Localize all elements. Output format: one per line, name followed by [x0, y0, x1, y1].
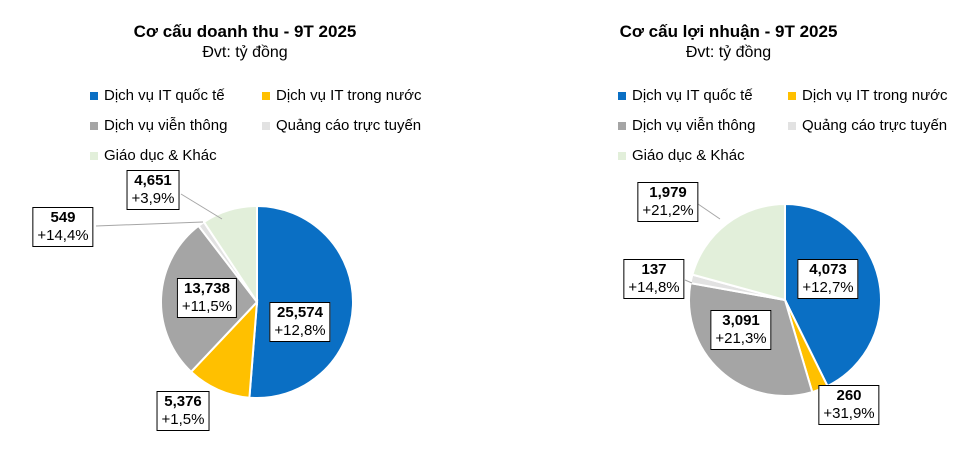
data-label: 4,651 +3,9%: [126, 170, 180, 210]
leader-line: [697, 203, 721, 220]
leader-line: [180, 193, 223, 220]
data-label-value: 4,651: [134, 172, 172, 189]
data-label: 137 +14,8%: [623, 259, 685, 299]
pie-slice: [248, 204, 354, 399]
pie-plot: [684, 202, 882, 406]
legend-swatch: [788, 121, 796, 130]
data-label-value: 137: [641, 261, 667, 278]
legend-swatch: [618, 91, 626, 100]
data-label-value: 549: [50, 209, 76, 226]
data-label-value: 4,073: [809, 261, 847, 278]
legend-swatch: [90, 91, 98, 100]
legend-item: Dịch vụ IT quốc tế: [618, 87, 753, 104]
leader-line: [684, 279, 693, 284]
legend-label: Dịch vụ viễn thông: [632, 117, 756, 134]
data-label-value: 260: [836, 387, 862, 404]
chart-title: Cơ cấu doanh thu - 9T 2025: [133, 22, 357, 41]
data-label-value: 1,979: [649, 184, 687, 201]
legend-item: Giáo dục & Khác: [618, 147, 745, 164]
pie-slice: [691, 202, 786, 302]
legend-label: Dịch vụ IT quốc tế: [104, 87, 225, 104]
legend-swatch: [618, 151, 626, 160]
legend-label: Giáo dục & Khác: [104, 147, 217, 164]
legend-item: Dịch vụ viễn thông: [618, 117, 755, 134]
pie-slice: [202, 204, 258, 306]
leader-line: [95, 221, 204, 227]
data-label-growth: +31,9%: [823, 405, 875, 422]
data-label-growth: +14,4%: [37, 227, 89, 244]
legend-item: Dịch vụ IT trong nước: [262, 87, 422, 104]
data-label-growth: +12,7%: [802, 279, 854, 296]
legend-swatch: [618, 121, 626, 130]
legend-label: Dịch vụ IT trong nước: [802, 87, 948, 104]
data-label-growth: +21,2%: [642, 202, 694, 219]
legend-label: Dịch vụ IT trong nước: [276, 87, 422, 104]
legend-swatch: [90, 121, 98, 130]
legend-item: Dịch vụ IT quốc tế: [90, 87, 225, 104]
data-label-growth: +12,8%: [274, 322, 326, 339]
legend-label: Dịch vụ viễn thông: [104, 117, 228, 134]
data-label: 1,979 +21,2%: [637, 182, 699, 222]
data-label-growth: +21,3%: [715, 330, 767, 347]
data-label-value: 5,376: [164, 393, 202, 410]
data-label: 13,738 +11,5%: [176, 278, 238, 318]
data-label: 3,091 +21,3%: [710, 310, 772, 350]
revenue-pie-chart: Cơ cấu doanh thu - 9T 2025 Đvt: tỷ đồng …: [32, 22, 422, 431]
pie-plot: [95, 193, 354, 399]
chart-subtitle: Đvt: tỷ đồng: [202, 44, 288, 61]
legend-label: Giáo dục & Khác: [632, 147, 745, 164]
legend-label: Quảng cáo trực tuyến: [276, 117, 422, 134]
legend-item: Dịch vụ IT trong nước: [788, 87, 948, 104]
data-label-value: 3,091: [722, 312, 760, 329]
data-label-value: 13,738: [184, 280, 230, 297]
legend-item: Giáo dục & Khác: [90, 147, 217, 164]
legend-item: Quảng cáo trực tuyến: [262, 117, 421, 134]
legend-label: Dịch vụ IT quốc tế: [632, 87, 753, 104]
legend-item: Quảng cáo trực tuyến: [788, 117, 947, 134]
data-label: 260 +31,9%: [818, 385, 880, 425]
profit-pie-chart: Cơ cấu lợi nhuận - 9T 2025 Đvt: tỷ đồng …: [490, 0, 967, 474]
data-label: 25,574 +12,8%: [269, 302, 331, 342]
chart-title: Cơ cấu lợi nhuận - 9T 2025: [619, 22, 838, 41]
legend-label: Quảng cáo trực tuyến: [802, 117, 948, 134]
legend-swatch: [90, 151, 98, 160]
legend-item: Dịch vụ viễn thông: [90, 117, 227, 134]
chart-subtitle: Đvt: tỷ đồng: [685, 44, 772, 61]
legend-swatch: [262, 121, 270, 130]
data-label-growth: +1,5%: [161, 411, 205, 428]
data-label: 5,376 +1,5%: [156, 391, 210, 431]
legend-swatch: [262, 91, 270, 100]
data-label-growth: +14,8%: [628, 279, 680, 296]
data-label-growth: +3,9%: [131, 190, 175, 207]
data-label-growth: +11,5%: [181, 298, 233, 315]
data-label-value: 25,574: [277, 304, 323, 321]
data-label: 549 +14,4%: [32, 207, 94, 247]
data-label: 4,073 +12,7%: [797, 259, 859, 299]
legend-swatch: [788, 91, 796, 100]
